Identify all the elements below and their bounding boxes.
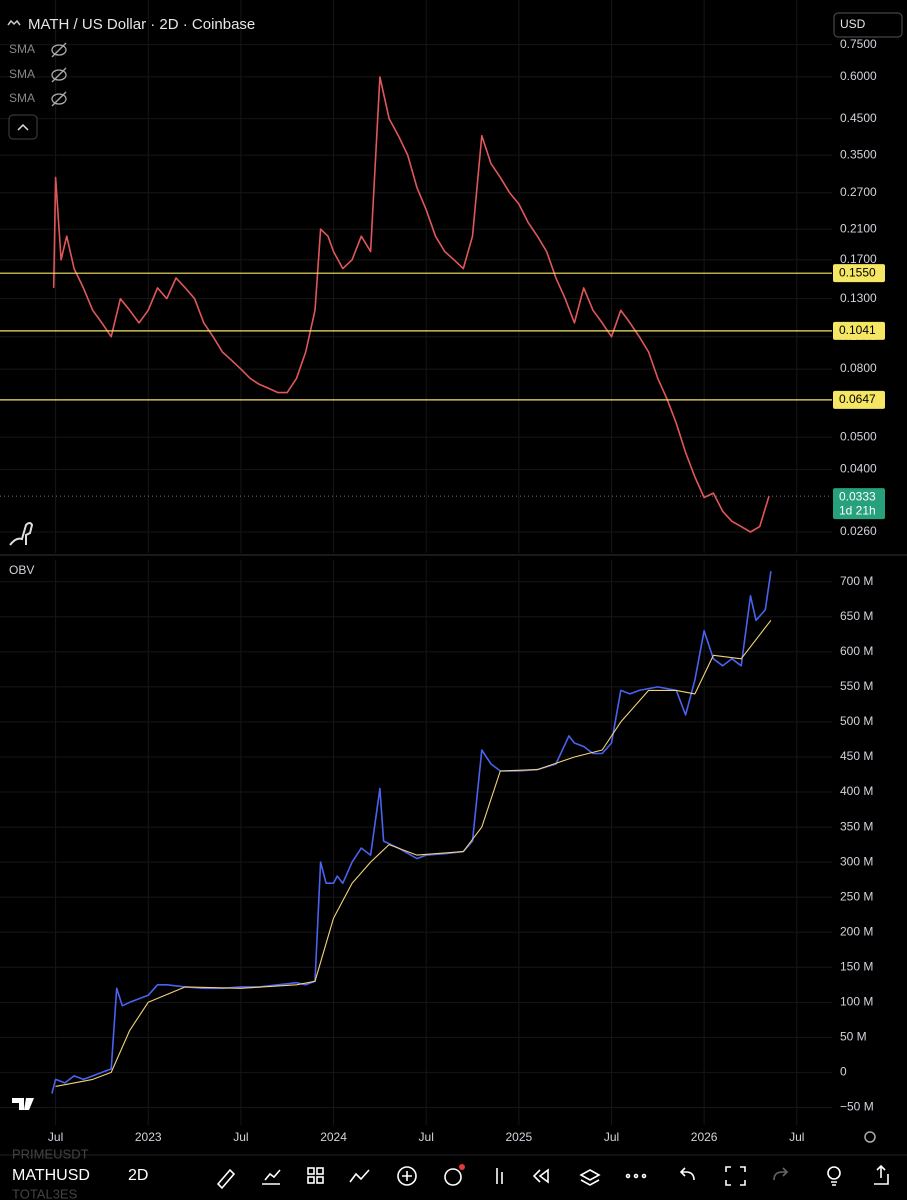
x-tick-label: Jul bbox=[604, 1130, 619, 1144]
y-tick-label: 50 M bbox=[840, 1030, 867, 1044]
y-tick-label: 350 M bbox=[840, 819, 873, 833]
watchlist-item[interactable]: PRIMEUSDT bbox=[12, 1146, 89, 1161]
x-tick-label: 2025 bbox=[505, 1130, 532, 1144]
watchlist-item[interactable]: TOTAL3ES bbox=[12, 1186, 78, 1200]
x-tick-label: Jul bbox=[48, 1130, 63, 1144]
x-tick-label: 2026 bbox=[691, 1130, 718, 1144]
y-tick-label: 250 M bbox=[840, 889, 873, 903]
y-tick-label: 600 M bbox=[840, 644, 873, 658]
countdown-label: 1d 21h bbox=[839, 503, 876, 517]
collapse-button[interactable] bbox=[8, 114, 38, 140]
indicator-label: SMA bbox=[9, 42, 35, 56]
y-tick-label: 0.2100 bbox=[840, 221, 877, 235]
indicator-title: OBV bbox=[9, 563, 34, 577]
y-tick-label: 0.6000 bbox=[840, 69, 877, 83]
chart-title: MATH / US Dollar · 2D · Coinbase bbox=[28, 16, 255, 33]
x-tick-label: Jul bbox=[419, 1130, 434, 1144]
settings-icon[interactable] bbox=[864, 1131, 876, 1143]
currency: USD bbox=[840, 17, 866, 31]
level-tag bbox=[833, 264, 885, 283]
series-line bbox=[51, 571, 772, 1094]
y-tick-label: 550 M bbox=[840, 679, 873, 693]
series-line bbox=[55, 619, 772, 1087]
y-tick-label: 450 M bbox=[840, 749, 873, 763]
y-tick-label: 150 M bbox=[840, 959, 873, 973]
y-tick-label: 0.2700 bbox=[840, 185, 877, 199]
level-tag bbox=[833, 321, 885, 340]
level-label: 0.0647 bbox=[839, 392, 876, 406]
interval-button[interactable]: 2D bbox=[128, 1167, 148, 1184]
level-tag bbox=[833, 390, 885, 409]
y-tick-label: 0.0260 bbox=[840, 524, 877, 538]
toolbar bbox=[0, 1155, 907, 1200]
tv-logo bbox=[12, 1098, 34, 1110]
y-tick-label: 0.0400 bbox=[840, 462, 877, 476]
y-tick-label: 100 M bbox=[840, 994, 873, 1008]
visibility-icons[interactable] bbox=[51, 42, 67, 107]
level-label: 0.1041 bbox=[839, 323, 876, 337]
grid bbox=[0, 0, 832, 1125]
y-tick-label: 0.1300 bbox=[840, 291, 877, 305]
toolbar-icons[interactable] bbox=[216, 1164, 889, 1190]
y-tick-label: 0 bbox=[840, 1065, 847, 1079]
y-tick-label: 500 M bbox=[840, 714, 873, 728]
indicator-label: SMA bbox=[9, 91, 35, 105]
last-price-label: 0.0333 bbox=[839, 489, 876, 503]
y-tick-label: 200 M bbox=[840, 924, 873, 938]
y-tick-label: 0.0800 bbox=[840, 361, 877, 375]
symbol-icon bbox=[7, 19, 21, 26]
logo-dino bbox=[9, 522, 34, 546]
y-tick-label: 0.3500 bbox=[840, 147, 877, 161]
x-tick-label: 2023 bbox=[135, 1130, 162, 1144]
y-tick-label: 700 M bbox=[840, 574, 873, 588]
y-tick-label: 0.4500 bbox=[840, 111, 877, 125]
y-tick-label: 0.0500 bbox=[840, 429, 877, 443]
y-tick-label: 400 M bbox=[840, 784, 873, 798]
y-tick-label: 0.7500 bbox=[840, 37, 877, 51]
level-label: 0.1550 bbox=[839, 265, 876, 279]
y-tick-label: 650 M bbox=[840, 609, 873, 623]
indicator-label: SMA bbox=[9, 67, 35, 81]
symbol-button[interactable]: MATHUSD bbox=[12, 1167, 90, 1184]
alert-badge bbox=[459, 1164, 465, 1170]
plot: 0.7500 0.6000 0.4500 0.3500 0.2700 0.2100 0.17… bbox=[0, 37, 885, 1144]
x-tick-label: Jul bbox=[789, 1130, 804, 1144]
x-tick-label: Jul bbox=[233, 1130, 248, 1144]
collapse-icon bbox=[17, 123, 29, 131]
y-tick-label: −50 M bbox=[840, 1100, 874, 1114]
y-tick-label: 0.1700 bbox=[840, 252, 877, 266]
currency-select[interactable] bbox=[833, 12, 903, 38]
last-price-tag bbox=[833, 488, 885, 520]
x-tick-label: 2024 bbox=[320, 1130, 347, 1144]
y-tick-label: 300 M bbox=[840, 854, 873, 868]
series-line bbox=[52, 76, 770, 533]
